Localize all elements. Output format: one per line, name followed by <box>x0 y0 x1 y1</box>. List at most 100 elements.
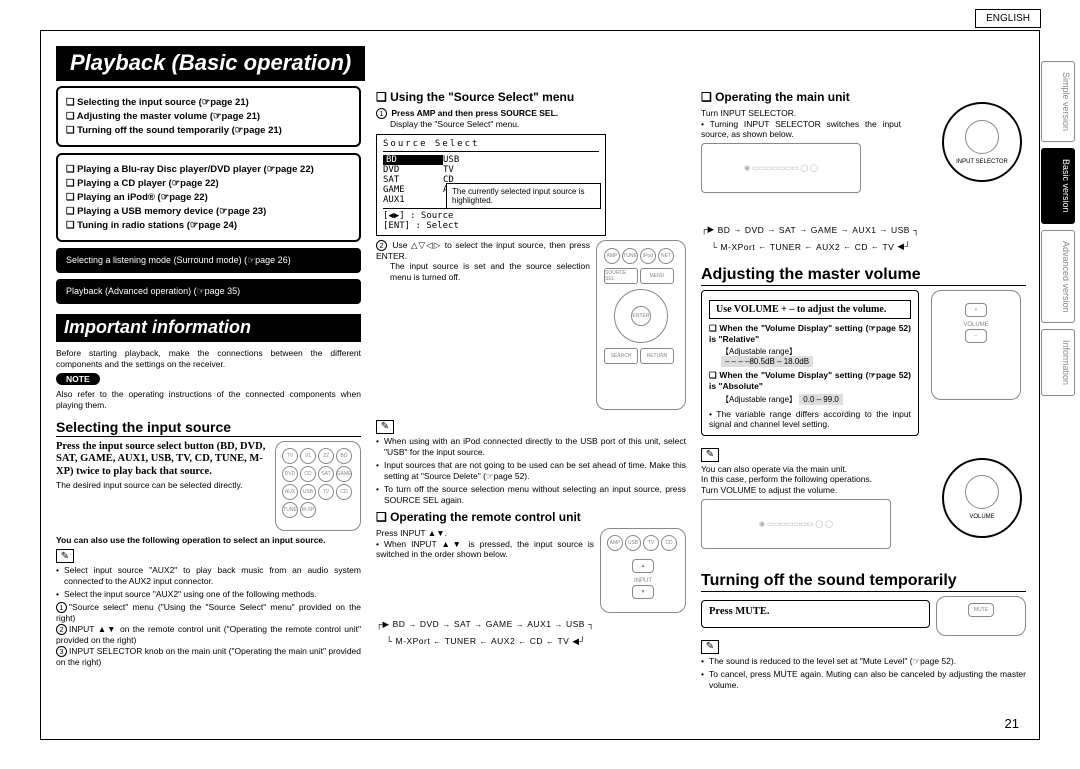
chain-item: SAT <box>454 619 471 629</box>
side-tab-information[interactable]: Information <box>1041 329 1075 396</box>
knob-label: VOLUME <box>969 514 994 520</box>
chain-item: GAME <box>486 619 513 629</box>
page-title: Playback (Basic operation) <box>56 46 365 81</box>
screen-cell: SAT <box>383 175 443 185</box>
remote-btn: NET <box>658 248 674 264</box>
op-remote-heading: ❑ Operating the remote control unit <box>376 510 686 524</box>
column-1: ❑ Selecting the input source (☞page 21) … <box>56 86 361 667</box>
side-tab-basic[interactable]: Basic version <box>1041 148 1075 224</box>
mute-button: MUTE <box>968 603 994 617</box>
remote-btn: TV <box>643 535 659 551</box>
chain-item: TUNER <box>445 636 477 646</box>
remote-btn: TV <box>282 448 298 464</box>
use-source-step2b: The input source is set and the source s… <box>390 261 590 282</box>
chain-item: M-XPort <box>396 636 431 646</box>
side-tabs: Simple version Basic version Advanced ve… <box>1041 61 1075 396</box>
pencil-icon: ✎ <box>701 640 719 654</box>
enter-button: ENTER <box>631 306 651 326</box>
remote-btn: AMP <box>604 248 620 264</box>
vol-note: • The variable range differs according t… <box>709 409 911 430</box>
range-value: – – – –80.5dB – 18.0dB <box>721 356 813 367</box>
step-text: Press AMP and then press SOURCE SEL. <box>391 108 558 118</box>
remote-btn: CD <box>300 466 316 482</box>
remote-btn: USB <box>625 535 641 551</box>
chain-item: AUX2 <box>491 636 515 646</box>
remote-btn: DVD <box>282 466 298 482</box>
language-tab: ENGLISH <box>975 9 1041 28</box>
op-remote-text2: • When INPUT ▲▼ is pressed, the input so… <box>376 539 594 560</box>
toc-dark-2[interactable]: Playback (Advanced operation) (☞page 35) <box>56 279 361 304</box>
method-3: 3INPUT SELECTOR knob on the main unit ("… <box>56 646 361 668</box>
chain-item: AUX1 <box>852 225 876 235</box>
step-text: Use △▽◁▷ to select the input source, the… <box>376 240 590 261</box>
use-source-heading: ❑ Using the "Source Select" menu <box>376 90 686 104</box>
remote-btn: TV <box>318 484 334 500</box>
toc-item[interactable]: ❑ Playing a CD player (☞page 22) <box>66 178 351 189</box>
pencil-icon: ✎ <box>56 549 74 563</box>
select-input-sub: The desired input source can be selected… <box>56 480 269 491</box>
remote-btn: TUNE <box>622 248 638 264</box>
toc-item[interactable]: ❑ Turning off the sound temporarily (☞pa… <box>66 125 351 136</box>
vol-down-button: − <box>965 329 987 343</box>
toc-item[interactable]: ❑ Adjusting the master volume (☞page 21) <box>66 111 351 122</box>
vol-label: VOLUME <box>963 322 988 328</box>
list-item: To cancel, press MUTE again. Muting can … <box>701 669 1026 691</box>
method-2: 2INPUT ▲▼ on the remote control unit ("O… <box>56 624 361 646</box>
vol-up-button: + <box>965 303 987 317</box>
use-source-step1: 1 Press AMP and then press SOURCE SEL. <box>376 108 686 119</box>
chain-item: TV <box>557 636 569 646</box>
chain-item: TUNER <box>770 242 802 252</box>
source-select-screen: Source Select BDUSB DVDTV SATCD GAMEAUX2… <box>376 134 606 236</box>
chain-item: USB <box>891 225 910 235</box>
pencil-icon: ✎ <box>376 420 394 434</box>
chain-item: SAT <box>779 225 796 235</box>
remote-btn: V1 <box>300 448 316 464</box>
remote-btn: BD <box>336 448 352 464</box>
chain-item: CD <box>855 242 868 252</box>
screen-footer: [ENT] : Select <box>383 221 599 231</box>
vol-rel-range: 【Adjustable range】 – – – –80.5dB – 18.0d… <box>721 346 911 366</box>
method-text: INPUT ▲▼ on the remote control unit ("Op… <box>56 624 361 645</box>
vol-relative-heading: ❑ When the "Volume Display" setting (☞pa… <box>709 323 911 344</box>
toc-dark-1[interactable]: Selecting a listening mode (Surround mod… <box>56 248 361 273</box>
column-3: ❑ Operating the main unit Turn INPUT SEL… <box>701 86 1026 693</box>
remote-mute-diagram: MUTE <box>936 596 1026 636</box>
list-item: To turn off the source selection menu wi… <box>376 484 686 506</box>
side-tab-advanced[interactable]: Advanced version <box>1041 230 1075 324</box>
vol-pencil-3: Turn VOLUME to adjust the volume. <box>701 485 896 496</box>
use-source-step1b: Display the "Source Select" menu. <box>390 119 686 130</box>
list-item: Select input source "AUX2" to play back … <box>56 565 361 587</box>
col2-pencil-list: When using with an iPod connected direct… <box>376 436 686 506</box>
side-tab-simple[interactable]: Simple version <box>1041 61 1075 142</box>
list-item: Select the input source "AUX2" using one… <box>56 589 361 600</box>
screen-footer: [◀▶] : Source <box>383 211 599 221</box>
toc-item[interactable]: ❑ Tuning in radio stations (☞page 24) <box>66 220 351 231</box>
toc-item[interactable]: ❑ Playing a USB memory device (☞page 23) <box>66 206 351 217</box>
remote-btn: iPod <box>640 248 656 264</box>
op-remote-text1: Press INPUT ▲▼. <box>376 528 594 539</box>
remote-diagram-inputs: TV V1 Z2 BD DVD CD SAT GAME AUX USB TV C… <box>275 441 361 531</box>
column-2: ❑ Using the "Source Select" menu 1 Press… <box>376 86 686 649</box>
remote-btn: SEARCH <box>604 348 638 364</box>
toc-item[interactable]: ❑ Playing a Blu-ray Disc player/DVD play… <box>66 164 351 175</box>
list-item: The sound is reduced to the level set at… <box>701 656 1026 667</box>
toc-item[interactable]: ❑ Selecting the input source (☞page 21) <box>66 97 351 108</box>
toc-item[interactable]: ❑ Playing an iPod® (☞page 22) <box>66 192 351 203</box>
input-chain-row2b: └ M-XPort ← TUNER ← AUX2 ← CD ← TV ◀┘ <box>711 241 1026 252</box>
pencil-icon: ✎ <box>701 448 719 462</box>
chain-item: USB <box>566 619 585 629</box>
vol-absolute-heading: ❑ When the "Volume Display" setting (☞pa… <box>709 370 911 391</box>
op-main-text2: • Turning INPUT SELECTOR switches the in… <box>701 119 901 140</box>
volume-knob: VOLUME <box>942 458 1022 538</box>
screen-cell: GAME <box>383 185 443 195</box>
chain-item: DVD <box>745 225 764 235</box>
remote-btn: TUNE <box>282 502 298 518</box>
screen-cell: TV <box>443 165 503 175</box>
remote-btn: SAT <box>318 466 334 482</box>
remote-btn: SOURCE SEL <box>604 268 638 284</box>
chain-item: DVD <box>420 619 439 629</box>
range-value: 0.0 – 99.0 <box>799 394 843 405</box>
chain-item: M-XPort <box>721 242 756 252</box>
input-chain-row1b: ┌▶ BD → DVD → SAT → GAME → AUX1 → USB ┐ <box>701 224 1026 235</box>
input-selector-knob: INPUT SELECTOR <box>942 102 1022 182</box>
